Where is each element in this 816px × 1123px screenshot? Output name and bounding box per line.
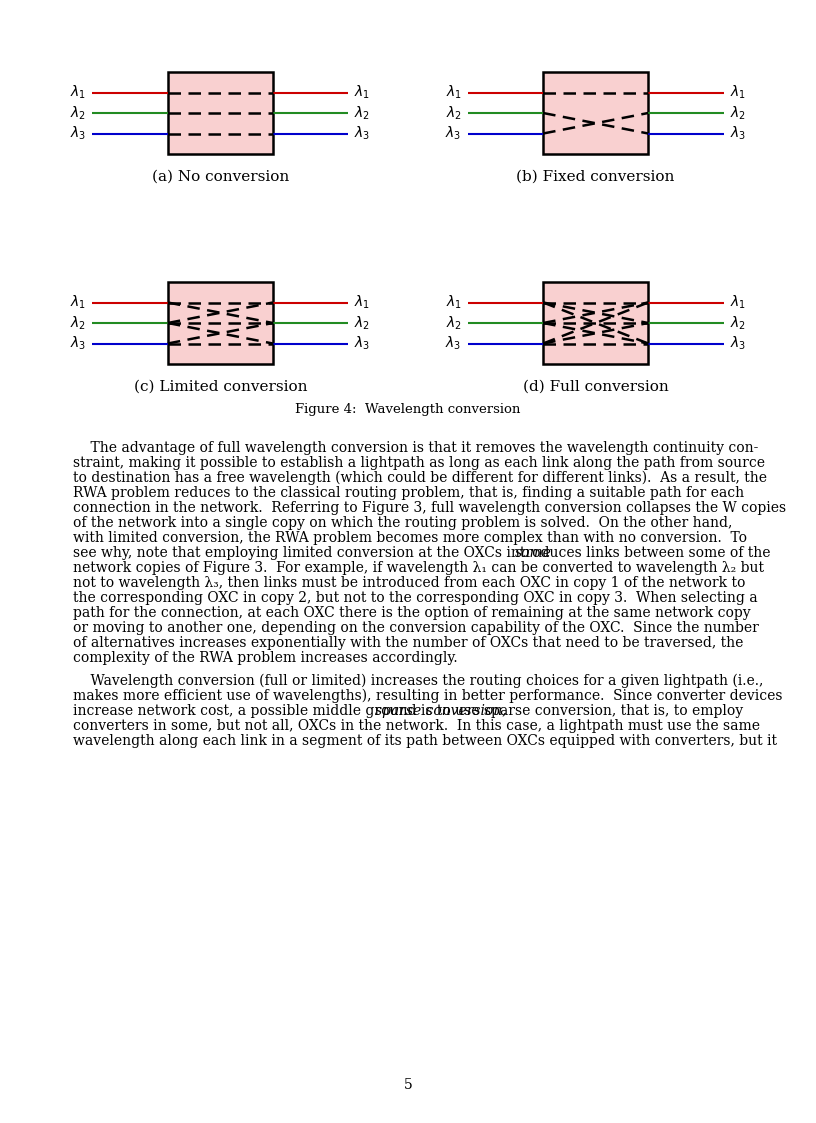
Text: 5: 5 — [404, 1078, 412, 1092]
Text: $\lambda_1$: $\lambda_1$ — [354, 294, 370, 311]
Text: The advantage of full wavelength conversion is that it removes the wavelength co: The advantage of full wavelength convers… — [73, 441, 758, 455]
Text: straint, making it possible to establish a lightpath as long as each link along : straint, making it possible to establish… — [73, 456, 765, 471]
Text: $\lambda_2$: $\lambda_2$ — [730, 104, 746, 121]
Text: see why, note that employing limited conversion at the OXCs introduces links bet: see why, note that employing limited con… — [73, 546, 770, 560]
Text: $\lambda_3$: $\lambda_3$ — [70, 125, 86, 143]
Text: $\lambda_1$: $\lambda_1$ — [730, 84, 746, 101]
Text: $\lambda_3$: $\lambda_3$ — [730, 335, 746, 353]
Text: $\lambda_2$: $\lambda_2$ — [70, 104, 86, 121]
Text: (a) No conversion: (a) No conversion — [152, 170, 289, 184]
Text: makes more efficient use of wavelengths), resulting in better performance.  Sinc: makes more efficient use of wavelengths)… — [73, 690, 783, 703]
Text: $\lambda_1$: $\lambda_1$ — [354, 84, 370, 101]
Text: (c) Limited conversion: (c) Limited conversion — [134, 380, 307, 394]
Text: or moving to another one, depending on the conversion capability of the OXC.  Si: or moving to another one, depending on t… — [73, 621, 759, 634]
Text: wavelength along each link in a segment of its path between OXCs equipped with c: wavelength along each link in a segment … — [73, 734, 777, 748]
Text: with limited conversion, the RWA problem becomes more complex than with no conve: with limited conversion, the RWA problem… — [73, 531, 747, 545]
Text: of the network into a single copy on which the routing problem is solved.  On th: of the network into a single copy on whi… — [73, 515, 733, 530]
Text: the corresponding OXC in copy 2, but not to the corresponding OXC in copy 3.  Wh: the corresponding OXC in copy 2, but not… — [73, 591, 757, 605]
Bar — [543, 72, 648, 154]
Text: complexity of the RWA problem increases accordingly.: complexity of the RWA problem increases … — [73, 651, 458, 665]
Text: $\lambda_3$: $\lambda_3$ — [446, 335, 462, 353]
Text: $\lambda_2$: $\lambda_2$ — [446, 104, 462, 121]
Text: $\lambda_3$: $\lambda_3$ — [446, 125, 462, 143]
Text: converters in some, but not all, OXCs in the network.  In this case, a lightpath: converters in some, but not all, OXCs in… — [73, 719, 760, 733]
Text: Figure 4:  Wavelength conversion: Figure 4: Wavelength conversion — [295, 403, 521, 416]
Text: (b) Fixed conversion: (b) Fixed conversion — [517, 170, 675, 184]
Text: Wavelength conversion (full or limited) increases the routing choices for a give: Wavelength conversion (full or limited) … — [73, 674, 764, 688]
Text: $\lambda_3$: $\lambda_3$ — [70, 335, 86, 353]
Text: not to wavelength λ₃, then links must be introduced from each OXC in copy 1 of t: not to wavelength λ₃, then links must be… — [73, 576, 745, 590]
Text: $\lambda_1$: $\lambda_1$ — [446, 84, 462, 101]
Text: $\lambda_3$: $\lambda_3$ — [354, 125, 370, 143]
Text: some: some — [515, 546, 552, 560]
Bar — [543, 282, 648, 364]
Text: $\lambda_2$: $\lambda_2$ — [354, 314, 370, 331]
Text: sparse conversion,: sparse conversion, — [375, 704, 506, 718]
Text: $\lambda_3$: $\lambda_3$ — [730, 125, 746, 143]
Text: $\lambda_2$: $\lambda_2$ — [730, 314, 746, 331]
Bar — [168, 282, 273, 364]
Text: $\lambda_1$: $\lambda_1$ — [446, 294, 462, 311]
Text: path for the connection, at each OXC there is the option of remaining at the sam: path for the connection, at each OXC the… — [73, 606, 751, 620]
Text: $\lambda_1$: $\lambda_1$ — [730, 294, 746, 311]
Text: of alternatives increases exponentially with the number of OXCs that need to be : of alternatives increases exponentially … — [73, 636, 743, 650]
Text: $\lambda_2$: $\lambda_2$ — [446, 314, 462, 331]
Text: RWA problem reduces to the classical routing problem, that is, finding a suitabl: RWA problem reduces to the classical rou… — [73, 486, 744, 500]
Text: connection in the network.  Referring to Figure 3, full wavelength conversion co: connection in the network. Referring to … — [73, 501, 786, 515]
Text: (d) Full conversion: (d) Full conversion — [523, 380, 668, 394]
Text: $\lambda_1$: $\lambda_1$ — [70, 84, 86, 101]
Text: to destination has a free wavelength (which could be different for different lin: to destination has a free wavelength (wh… — [73, 471, 767, 485]
Text: $\lambda_2$: $\lambda_2$ — [70, 314, 86, 331]
Text: increase network cost, a possible middle ground is to use sparse conversion, tha: increase network cost, a possible middle… — [73, 704, 743, 718]
Text: $\lambda_2$: $\lambda_2$ — [354, 104, 370, 121]
Text: network copies of Figure 3.  For example, if wavelength λ₁ can be converted to w: network copies of Figure 3. For example,… — [73, 562, 764, 575]
Text: $\lambda_1$: $\lambda_1$ — [70, 294, 86, 311]
Text: $\lambda_3$: $\lambda_3$ — [354, 335, 370, 353]
Bar — [168, 72, 273, 154]
